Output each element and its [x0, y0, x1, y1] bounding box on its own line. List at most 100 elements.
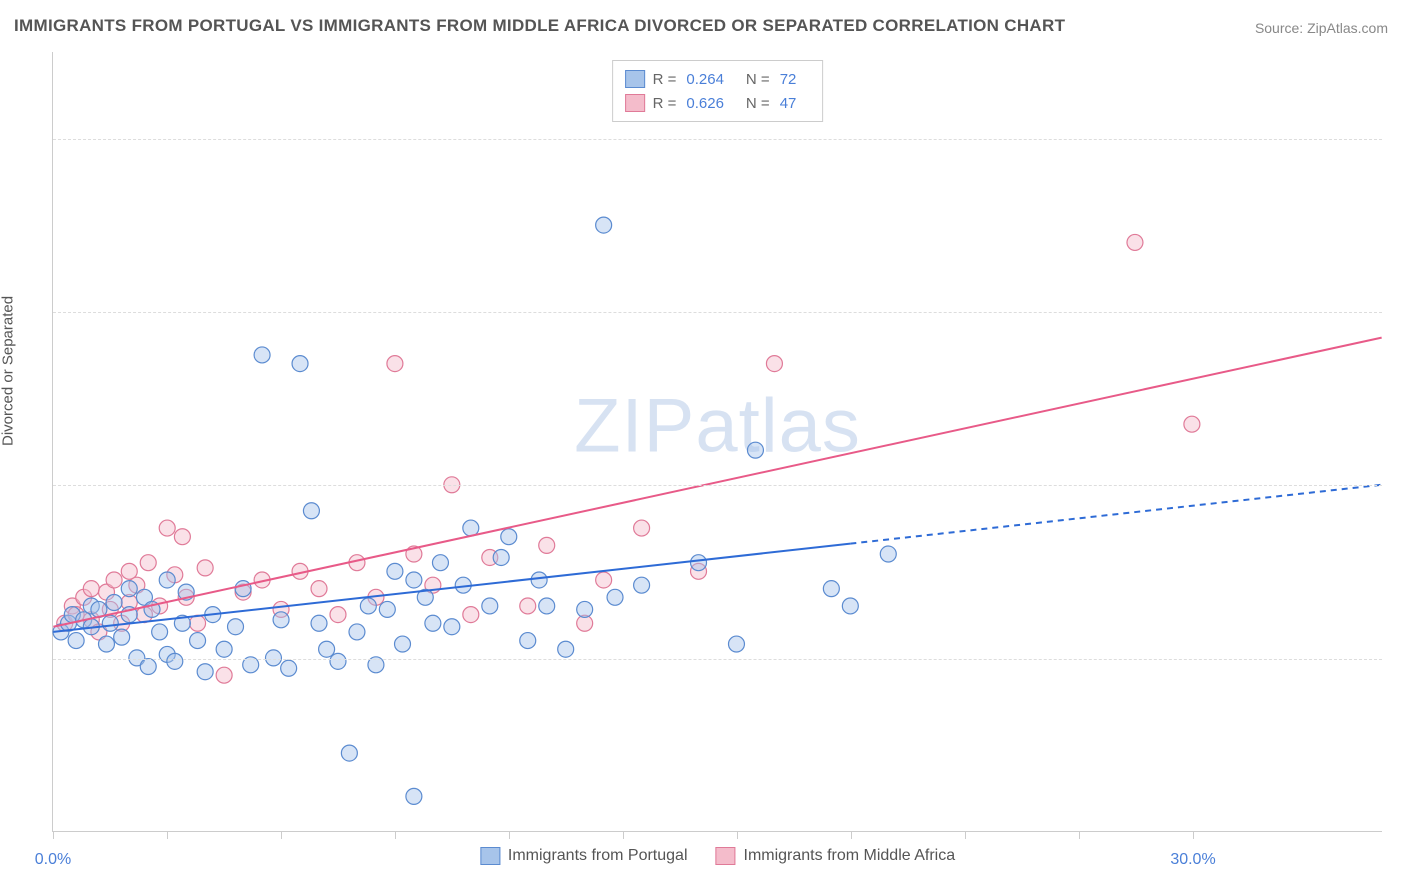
scatter-point-portugal [330, 653, 346, 669]
y-tick-label: 40.0% [1392, 130, 1406, 148]
scatter-point-middle_africa [387, 356, 403, 372]
scatter-point-middle_africa [174, 529, 190, 545]
scatter-point-portugal [558, 641, 574, 657]
scatter-point-middle_africa [83, 581, 99, 597]
scatter-point-portugal [842, 598, 858, 614]
grid-line [53, 312, 1382, 313]
scatter-point-portugal [360, 598, 376, 614]
legend-series: Immigrants from Portugal Immigrants from… [480, 847, 955, 865]
scatter-point-portugal [482, 598, 498, 614]
trendline-dashed-portugal [850, 485, 1381, 544]
scatter-point-portugal [140, 659, 156, 675]
scatter-point-portugal [292, 356, 308, 372]
scatter-point-portugal [114, 629, 130, 645]
scatter-point-middle_africa [106, 572, 122, 588]
x-tick [395, 831, 396, 839]
scatter-point-portugal [152, 624, 168, 640]
scatter-point-middle_africa [311, 581, 327, 597]
x-tick-label: 30.0% [1170, 851, 1215, 869]
scatter-point-portugal [379, 601, 395, 617]
y-tick-label: 30.0% [1392, 303, 1406, 321]
scatter-point-middle_africa [634, 520, 650, 536]
scatter-point-middle_africa [539, 537, 555, 553]
y-tick-label: 10.0% [1392, 650, 1406, 668]
chart-container: IMMIGRANTS FROM PORTUGAL VS IMMIGRANTS F… [0, 0, 1406, 892]
scatter-point-portugal [577, 601, 593, 617]
scatter-point-middle_africa [1127, 234, 1143, 250]
x-tick [1079, 831, 1080, 839]
trendline-middle_africa [53, 338, 1381, 627]
scatter-point-portugal [432, 555, 448, 571]
scatter-point-middle_africa [1184, 416, 1200, 432]
scatter-point-portugal [68, 633, 84, 649]
scatter-point-portugal [311, 615, 327, 631]
legend-item-middle-africa: Immigrants from Middle Africa [716, 847, 956, 865]
y-tick-label: 20.0% [1392, 476, 1406, 494]
scatter-point-middle_africa [520, 598, 536, 614]
plot-area: ZIPatlas R = 0.264 N = 72 R = 0.626 N = … [52, 52, 1382, 832]
x-tick [281, 831, 282, 839]
swatch-portugal [480, 847, 500, 865]
x-tick [851, 831, 852, 839]
scatter-point-portugal [387, 563, 403, 579]
x-tick [1193, 831, 1194, 839]
scatter-point-portugal [167, 653, 183, 669]
legend-label-middle-africa: Immigrants from Middle Africa [744, 847, 956, 865]
scatter-point-portugal [98, 636, 114, 652]
scatter-point-middle_africa [197, 560, 213, 576]
plot-svg [53, 52, 1382, 831]
scatter-point-middle_africa [330, 607, 346, 623]
grid-line [53, 485, 1382, 486]
x-tick [167, 831, 168, 839]
scatter-point-portugal [341, 745, 357, 761]
scatter-point-portugal [596, 217, 612, 233]
scatter-point-middle_africa [463, 607, 479, 623]
scatter-point-portugal [395, 636, 411, 652]
legend-label-portugal: Immigrants from Portugal [508, 847, 688, 865]
scatter-point-middle_africa [216, 667, 232, 683]
chart-title: IMMIGRANTS FROM PORTUGAL VS IMMIGRANTS F… [14, 16, 1065, 36]
scatter-point-middle_africa [190, 615, 206, 631]
grid-line [53, 139, 1382, 140]
swatch-middle-africa [716, 847, 736, 865]
scatter-point-portugal [406, 788, 422, 804]
scatter-point-portugal [501, 529, 517, 545]
x-tick [965, 831, 966, 839]
source-label: Source: ZipAtlas.com [1255, 20, 1388, 36]
scatter-point-portugal [444, 619, 460, 635]
x-tick [53, 831, 54, 839]
x-tick [737, 831, 738, 839]
scatter-point-portugal [197, 664, 213, 680]
scatter-point-portugal [607, 589, 623, 605]
scatter-point-portugal [634, 577, 650, 593]
scatter-point-portugal [349, 624, 365, 640]
scatter-point-portugal [216, 641, 232, 657]
scatter-point-portugal [728, 636, 744, 652]
scatter-point-portugal [520, 633, 536, 649]
scatter-point-middle_africa [140, 555, 156, 571]
scatter-point-portugal [235, 581, 251, 597]
scatter-point-portugal [273, 612, 289, 628]
legend-item-portugal: Immigrants from Portugal [480, 847, 688, 865]
scatter-point-portugal [880, 546, 896, 562]
scatter-point-portugal [319, 641, 335, 657]
scatter-point-portugal [106, 595, 122, 611]
scatter-point-portugal [425, 615, 441, 631]
scatter-point-portugal [281, 660, 297, 676]
x-tick [509, 831, 510, 839]
scatter-point-portugal [823, 581, 839, 597]
x-tick [623, 831, 624, 839]
scatter-point-portugal [406, 572, 422, 588]
x-tick-label: 0.0% [35, 851, 71, 869]
scatter-point-portugal [531, 572, 547, 588]
scatter-point-portugal [691, 555, 707, 571]
scatter-point-portugal [747, 442, 763, 458]
scatter-point-portugal [190, 633, 206, 649]
scatter-point-middle_africa [766, 356, 782, 372]
y-axis-label: Divorced or Separated [0, 296, 17, 446]
grid-line [53, 659, 1382, 660]
scatter-point-portugal [228, 619, 244, 635]
scatter-point-portugal [493, 549, 509, 565]
scatter-point-middle_africa [159, 520, 175, 536]
scatter-point-portugal [254, 347, 270, 363]
